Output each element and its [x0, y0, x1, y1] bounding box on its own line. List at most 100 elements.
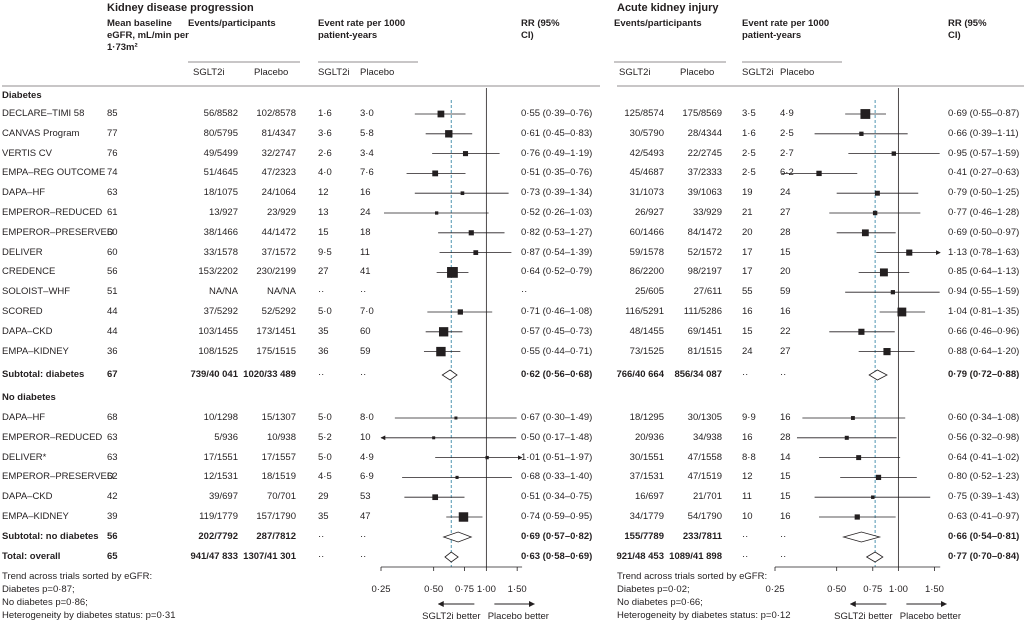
point-estimate	[454, 416, 458, 420]
events-placebo: 175/1515	[256, 345, 296, 357]
rr-ci: 0·94 (0·55–1·59)	[948, 286, 1020, 298]
x-tick-label: 1·00	[476, 584, 496, 595]
point-estimate	[871, 495, 875, 499]
column-header: Mean baseline eGFR, mL/min per 1·73m²	[107, 18, 189, 53]
egfr: 56	[107, 266, 118, 278]
point-estimate	[890, 290, 895, 295]
rate-placebo: 11	[360, 246, 370, 258]
sub-header: SGLT2i	[193, 67, 225, 78]
events-sglt2i: 86/2200	[629, 266, 664, 278]
rr-ci: 0·62 (0·56–0·68)	[521, 369, 593, 380]
events-placebo: 23/929	[266, 207, 296, 218]
rate-placebo: 3·4	[360, 147, 374, 159]
rate-placebo: 41	[360, 266, 371, 278]
events-placebo: 157/1790	[256, 511, 296, 522]
events-sglt2i: 16/697	[634, 491, 664, 503]
events-placebo: 856/34 087	[674, 369, 722, 380]
footnote: Heterogeneity by diabetes status: p=0·31	[2, 610, 176, 621]
row-label: DELIVER*	[2, 451, 47, 463]
rate-sglt2i: ··	[742, 551, 749, 562]
point-estimate	[435, 211, 439, 215]
events-sglt2i: 20/936	[634, 431, 664, 443]
events-placebo: 27/611	[693, 286, 722, 298]
rr-ci: 0·66 (0·54–0·81)	[948, 531, 1020, 542]
point-estimate	[445, 130, 453, 138]
rate-sglt2i: 2·5	[742, 147, 756, 159]
point-estimate	[816, 170, 822, 177]
events-sglt2i: 5/936	[214, 431, 238, 443]
point-estimate	[874, 190, 880, 196]
rate-sglt2i: 10	[742, 511, 753, 522]
rate-sglt2i: 55	[742, 286, 753, 298]
point-estimate	[458, 512, 469, 522]
footnote: Trend across trials sorted by eGFR:	[2, 571, 153, 582]
egfr: 56	[107, 531, 118, 542]
rr-ci: 0·95 (0·57–1·59)	[948, 147, 1020, 159]
events-placebo: 17/1557	[261, 451, 296, 463]
events-placebo: 69/1451	[687, 325, 722, 337]
rate-sglt2i: 1·6	[742, 127, 756, 139]
sub-header: Placebo	[780, 67, 815, 78]
events-sglt2i: 202/7792	[198, 531, 238, 542]
row-label: DAPA–HF	[2, 187, 46, 199]
rate-placebo: 16	[780, 306, 791, 317]
rate-placebo: 18	[360, 226, 371, 238]
column-header: Event rate per 1000 patient-years	[318, 18, 406, 41]
point-estimate	[473, 250, 479, 255]
events-placebo: 81/1515	[687, 345, 722, 357]
rr-ci: 0·57 (0·45–0·73)	[521, 325, 593, 337]
events-placebo: 52/1572	[687, 246, 722, 258]
point-estimate	[432, 436, 436, 440]
row-label: DECLARE–TIMI 58	[2, 108, 85, 119]
point-estimate	[432, 170, 439, 177]
events-sglt2i: 37/5292	[203, 306, 238, 317]
rate-sglt2i: 5·0	[318, 451, 332, 463]
egfr: 51	[107, 286, 118, 298]
rate-placebo: 2·5	[780, 127, 794, 139]
events-sglt2i: 51/4645	[203, 167, 238, 179]
events-placebo: 47/2323	[261, 167, 296, 179]
x-tick-label: 0·50	[424, 584, 444, 595]
summary-diamond	[865, 551, 884, 563]
rr-ci: 0·69 (0·57–0·82)	[521, 531, 593, 542]
events-placebo: 28/4344	[687, 127, 722, 139]
rr-ci: 0·61 (0·45–0·83)	[521, 127, 593, 139]
point-estimate	[858, 328, 865, 335]
panel-title: Kidney disease progression	[107, 2, 254, 14]
events-sglt2i: 739/40 041	[190, 369, 238, 380]
events-placebo: 39/1063	[687, 187, 722, 199]
point-estimate	[875, 474, 882, 481]
x-tick-label: 0·50	[827, 584, 847, 595]
events-sglt2i: 45/4687	[629, 167, 664, 179]
summary-diamond	[444, 551, 459, 563]
summary-diamond	[442, 531, 473, 543]
egfr: 61	[107, 207, 118, 218]
events-sglt2i: 108/1525	[198, 345, 238, 357]
rr-ci: 0·68 (0·33–1·40)	[521, 471, 593, 483]
events-sglt2i: 921/48 453	[616, 551, 664, 562]
events-placebo: NA/NA	[266, 286, 296, 298]
footnote: No diabetes p=0·86;	[2, 597, 88, 608]
rate-placebo: 28	[780, 431, 791, 443]
events-sglt2i: 18/1075	[203, 187, 238, 199]
favours-label: Placebo better	[487, 611, 549, 622]
point-estimate	[844, 435, 849, 440]
rr-ci: 0·67 (0·30–1·49)	[521, 412, 593, 423]
x-tick-label: 1·50	[924, 584, 944, 595]
events-sglt2i: 153/2202	[198, 266, 238, 278]
rr-ci: 0·73 (0·39–1·34)	[521, 187, 593, 199]
row-label: VERTIS CV	[2, 147, 52, 159]
rate-sglt2i: 17	[742, 266, 753, 278]
row-label: DELIVER	[2, 246, 43, 258]
rate-placebo: 59	[780, 286, 791, 298]
rr-ci: 0·52 (0·26–1·03)	[521, 207, 593, 218]
point-estimate	[897, 307, 907, 317]
footnote: Diabetes p=0·02;	[617, 584, 690, 595]
point-estimate	[437, 110, 445, 118]
rate-placebo: 20	[780, 266, 791, 278]
events-placebo: 98/2197	[687, 266, 722, 278]
events-placebo: 22/2745	[687, 147, 722, 159]
events-placebo: 37/2333	[687, 167, 722, 179]
